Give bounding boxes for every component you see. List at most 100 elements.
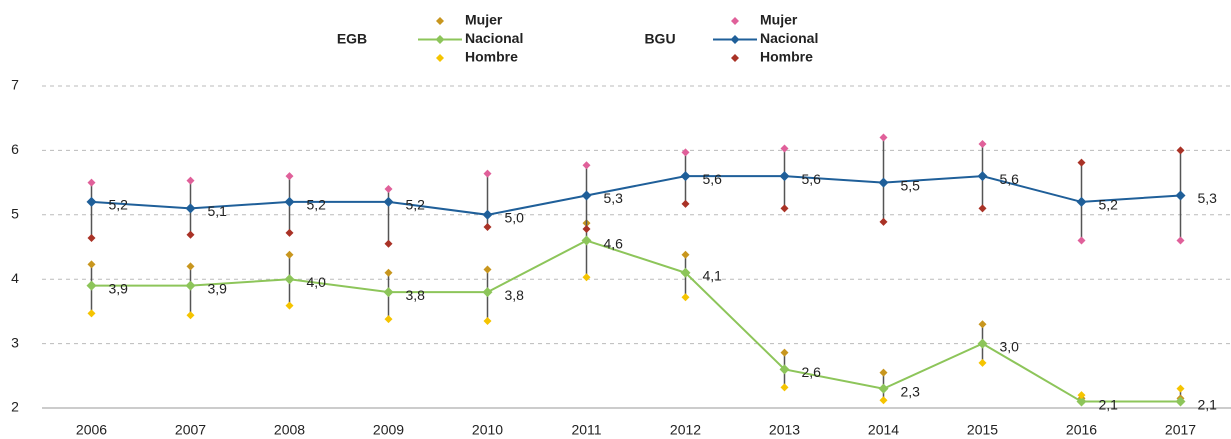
- x-tick-label: 2015: [967, 422, 998, 438]
- legend-marker: [730, 35, 740, 44]
- point: [1176, 236, 1185, 245]
- point: [186, 230, 195, 239]
- legend-marker: [436, 54, 444, 62]
- point: [87, 309, 96, 318]
- point: [483, 223, 492, 232]
- point: [186, 176, 195, 185]
- data-label: 5,6: [1000, 171, 1020, 187]
- data-label: 3,9: [208, 280, 228, 296]
- point: [681, 148, 690, 157]
- point: [780, 383, 789, 392]
- legend-marker: [731, 17, 739, 25]
- point: [1176, 146, 1185, 155]
- point: [779, 171, 790, 182]
- data-label: 4,6: [604, 235, 624, 251]
- point: [581, 190, 592, 201]
- point: [582, 161, 591, 170]
- data-label: 3,0: [1000, 338, 1020, 354]
- point: [582, 224, 591, 233]
- point: [779, 364, 790, 375]
- point: [780, 348, 789, 357]
- point: [1076, 396, 1087, 407]
- data-label: 5,2: [307, 197, 327, 213]
- x-tick-label: 2014: [868, 422, 899, 438]
- point: [285, 250, 294, 259]
- point: [1175, 190, 1186, 201]
- point: [1077, 391, 1086, 400]
- x-tick-label: 2017: [1165, 422, 1196, 438]
- data-label: 5,0: [505, 210, 525, 226]
- point: [582, 273, 591, 282]
- point: [482, 287, 493, 298]
- data-label: 3,9: [109, 280, 129, 296]
- point: [284, 196, 295, 207]
- point: [87, 233, 96, 242]
- point: [681, 250, 690, 259]
- point: [284, 274, 295, 285]
- x-tick-label: 2012: [670, 422, 701, 438]
- data-label: 2,1: [1198, 396, 1218, 412]
- point: [879, 133, 888, 142]
- point: [185, 280, 196, 291]
- legend-label: Hombre: [465, 49, 518, 65]
- point: [285, 228, 294, 237]
- point: [879, 368, 888, 377]
- y-tick-label: 7: [11, 77, 19, 93]
- point: [186, 311, 195, 320]
- point: [978, 320, 987, 329]
- data-label: 5,2: [406, 197, 426, 213]
- point: [680, 171, 691, 182]
- point: [285, 172, 294, 181]
- point: [482, 209, 493, 220]
- point: [1176, 384, 1185, 393]
- legend-label: Mujer: [465, 12, 503, 28]
- point: [978, 358, 987, 367]
- series-line: [91, 239, 1181, 403]
- legend-label: Nacional: [760, 30, 818, 46]
- data-label: 2,1: [1099, 396, 1119, 412]
- point: [978, 204, 987, 213]
- x-tick-label: 2016: [1066, 422, 1097, 438]
- data-label: 4,1: [703, 267, 723, 283]
- point: [878, 383, 889, 394]
- y-tick-label: 3: [11, 334, 19, 350]
- series-line: [91, 175, 1181, 216]
- point: [1175, 396, 1186, 407]
- data-label: 3,8: [505, 287, 525, 303]
- legend: EGB Mujer Nacional Hombre BGU Mujer Nacional Ho…: [337, 12, 819, 65]
- point: [1077, 236, 1086, 245]
- y-tick-label: 5: [11, 206, 19, 222]
- point: [383, 196, 394, 207]
- legend-label: Hombre: [760, 49, 813, 65]
- point: [384, 315, 393, 324]
- y-tick-label: 6: [11, 141, 19, 157]
- point: [483, 317, 492, 326]
- point: [780, 204, 789, 213]
- x-tick-label: 2007: [175, 422, 206, 438]
- data-label: 4,0: [307, 274, 327, 290]
- point: [581, 235, 592, 246]
- point: [681, 199, 690, 208]
- point: [87, 178, 96, 187]
- point: [1077, 158, 1086, 167]
- x-tick-label: 2009: [373, 422, 404, 438]
- data-label: 5,3: [604, 190, 624, 206]
- data-label: 2,3: [901, 383, 921, 399]
- point: [384, 268, 393, 277]
- point: [978, 139, 987, 148]
- point: [483, 265, 492, 274]
- point: [680, 267, 691, 278]
- y-tick-label: 4: [11, 270, 19, 286]
- data-label: 5,2: [109, 197, 129, 213]
- point: [1076, 196, 1087, 207]
- point: [87, 260, 96, 269]
- point: [681, 293, 690, 302]
- point: [383, 287, 394, 298]
- point: [977, 171, 988, 182]
- legend-group-title: EGB: [337, 31, 367, 47]
- point: [780, 144, 789, 153]
- data-label: 5,3: [1198, 190, 1218, 206]
- data-label: 5,2: [1099, 197, 1119, 213]
- point: [879, 396, 888, 405]
